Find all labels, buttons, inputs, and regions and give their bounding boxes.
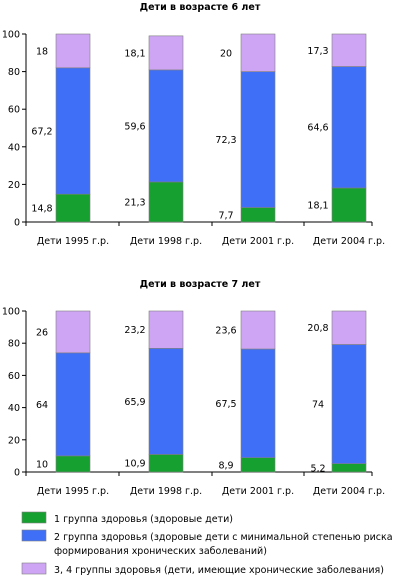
category-label: Дети 2001 г.р. bbox=[222, 486, 294, 497]
chart-6-years: Дети в возрасте 6 лет 0 20 40 60 80 100 14,8 67,… bbox=[2, 2, 385, 247]
bar-segment-group2 bbox=[55, 67, 91, 195]
bar-segment-group1 bbox=[240, 457, 276, 473]
legend-label-group1: 1 группа здоровья (здоровые дети) bbox=[54, 514, 233, 525]
y-tick-label: 40 bbox=[8, 142, 20, 153]
data-label-group1: 8,9 bbox=[218, 460, 233, 471]
data-label-group2: 67,2 bbox=[31, 127, 52, 138]
bar-segment-group34 bbox=[240, 310, 276, 350]
bar-segment-group34 bbox=[331, 33, 367, 67]
data-label-group34: 18,1 bbox=[124, 48, 145, 59]
legend-swatch-group2 bbox=[21, 529, 47, 542]
category-label: Дети 1995 г.р. bbox=[37, 486, 109, 497]
legend-swatch-group34 bbox=[21, 562, 47, 575]
legend-label-group2: формирования хронических заболеваний) bbox=[54, 546, 267, 557]
bar-segment-group2 bbox=[148, 69, 184, 183]
category-label: Дети 1998 г.р. bbox=[130, 236, 202, 247]
data-label-group2: 64 bbox=[36, 400, 48, 411]
data-label-group1: 18,1 bbox=[307, 200, 328, 211]
data-label-group34: 18 bbox=[36, 46, 48, 57]
y-tick-label: 60 bbox=[8, 371, 20, 382]
bar-segment-group2 bbox=[240, 348, 276, 458]
data-label-group1: 10,9 bbox=[124, 459, 145, 470]
category-label: Дети 1998 г.р. bbox=[130, 486, 202, 497]
y-tick-label: 80 bbox=[8, 67, 20, 78]
data-label-group1: 21,3 bbox=[124, 197, 145, 208]
legend-swatch-group1 bbox=[21, 511, 47, 524]
bar-segment-group1 bbox=[55, 193, 91, 223]
data-label-group34: 20 bbox=[220, 48, 232, 59]
y-tick-label: 20 bbox=[8, 180, 20, 191]
bar-segment-group2 bbox=[148, 348, 184, 455]
bar-segment-group34 bbox=[148, 310, 184, 349]
bar-segment-group34 bbox=[148, 35, 184, 71]
y-tick-label: 100 bbox=[2, 30, 20, 41]
data-label-group34: 23,6 bbox=[215, 325, 236, 336]
category-label: Дети 2004 г.р. bbox=[313, 236, 385, 247]
data-label-group2: 65,9 bbox=[124, 397, 145, 408]
bar-segment-group2 bbox=[55, 352, 91, 457]
data-label-group1: 5,2 bbox=[310, 463, 325, 474]
data-label-group2: 74 bbox=[312, 400, 324, 411]
category-label: Дети 2004 г.р. bbox=[313, 486, 385, 497]
legend-label-group2: 2 группа здоровья (здоровые дети с миним… bbox=[54, 532, 393, 543]
bar-segment-group34 bbox=[240, 33, 276, 72]
bar-segment-group1 bbox=[55, 455, 91, 473]
y-tick-label: 60 bbox=[8, 105, 20, 116]
bar-segment-group2 bbox=[240, 71, 276, 208]
bar-segment-group1 bbox=[331, 187, 367, 223]
chart-title: Дети в возрасте 7 лет bbox=[140, 279, 261, 290]
bar-segment-group2 bbox=[331, 344, 367, 464]
y-tick-label: 40 bbox=[8, 403, 20, 414]
bar-segment-group1 bbox=[240, 207, 276, 223]
y-tick-label: 20 bbox=[8, 435, 20, 446]
chart-7-years: Дети в возрасте 7 лет 0 20 40 60 80 100 10 64 26 Д… bbox=[2, 279, 385, 497]
data-label-group1: 7,7 bbox=[218, 210, 233, 221]
legend-label-group34: 3, 4 группы здоровья (дети, имеющие хрон… bbox=[54, 565, 384, 576]
bar-segment-group1 bbox=[331, 463, 367, 473]
data-label-group1: 10 bbox=[36, 459, 48, 470]
bar-segment-group34 bbox=[55, 33, 91, 69]
data-label-group2: 64,6 bbox=[307, 123, 328, 134]
data-label-group34: 17,3 bbox=[307, 46, 328, 57]
category-label: Дети 1995 г.р. bbox=[37, 236, 109, 247]
category-label: Дети 2001 г.р. bbox=[222, 236, 294, 247]
bar-segment-group1 bbox=[148, 181, 184, 223]
data-label-group34: 26 bbox=[36, 327, 48, 338]
bar-segment-group1 bbox=[148, 454, 184, 473]
legend: 1 группа здоровья (здоровые дети) 2 групп… bbox=[21, 511, 393, 576]
bar-segment-group34 bbox=[331, 310, 367, 345]
y-tick-label: 0 bbox=[14, 218, 20, 229]
y-tick-label: 80 bbox=[8, 339, 20, 350]
data-label-group34: 23,2 bbox=[124, 325, 145, 336]
data-label-group2: 67,5 bbox=[215, 399, 236, 410]
y-tick-label: 100 bbox=[2, 307, 20, 318]
data-label-group2: 59,6 bbox=[124, 121, 145, 132]
bar-segment-group34 bbox=[55, 310, 91, 354]
data-label-group34: 20,8 bbox=[307, 323, 328, 334]
chart-title: Дети в возрасте 6 лет bbox=[140, 2, 261, 13]
data-label-group1: 14,8 bbox=[31, 204, 52, 215]
y-tick-label: 0 bbox=[14, 468, 20, 479]
data-label-group2: 72,3 bbox=[215, 135, 236, 146]
bar-segment-group2 bbox=[331, 66, 367, 189]
